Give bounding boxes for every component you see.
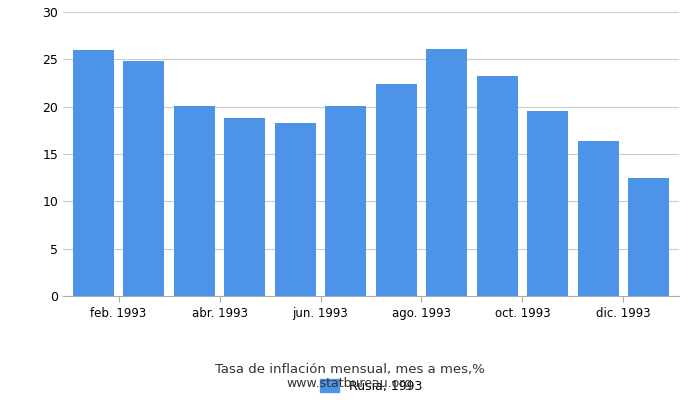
Bar bbox=[123, 61, 164, 296]
Bar bbox=[527, 111, 568, 296]
Bar bbox=[224, 118, 265, 296]
Bar bbox=[628, 178, 669, 296]
Bar bbox=[274, 123, 316, 296]
Legend: Rusia, 1993: Rusia, 1993 bbox=[315, 374, 427, 398]
Text: www.statbureau.org: www.statbureau.org bbox=[287, 377, 413, 390]
Bar bbox=[477, 76, 518, 296]
Bar bbox=[578, 141, 619, 296]
Bar bbox=[325, 106, 367, 296]
Bar bbox=[174, 106, 215, 296]
Bar bbox=[426, 49, 468, 296]
Text: Tasa de inflación mensual, mes a mes,%: Tasa de inflación mensual, mes a mes,% bbox=[215, 364, 485, 376]
Bar bbox=[73, 50, 114, 296]
Bar bbox=[375, 84, 417, 296]
